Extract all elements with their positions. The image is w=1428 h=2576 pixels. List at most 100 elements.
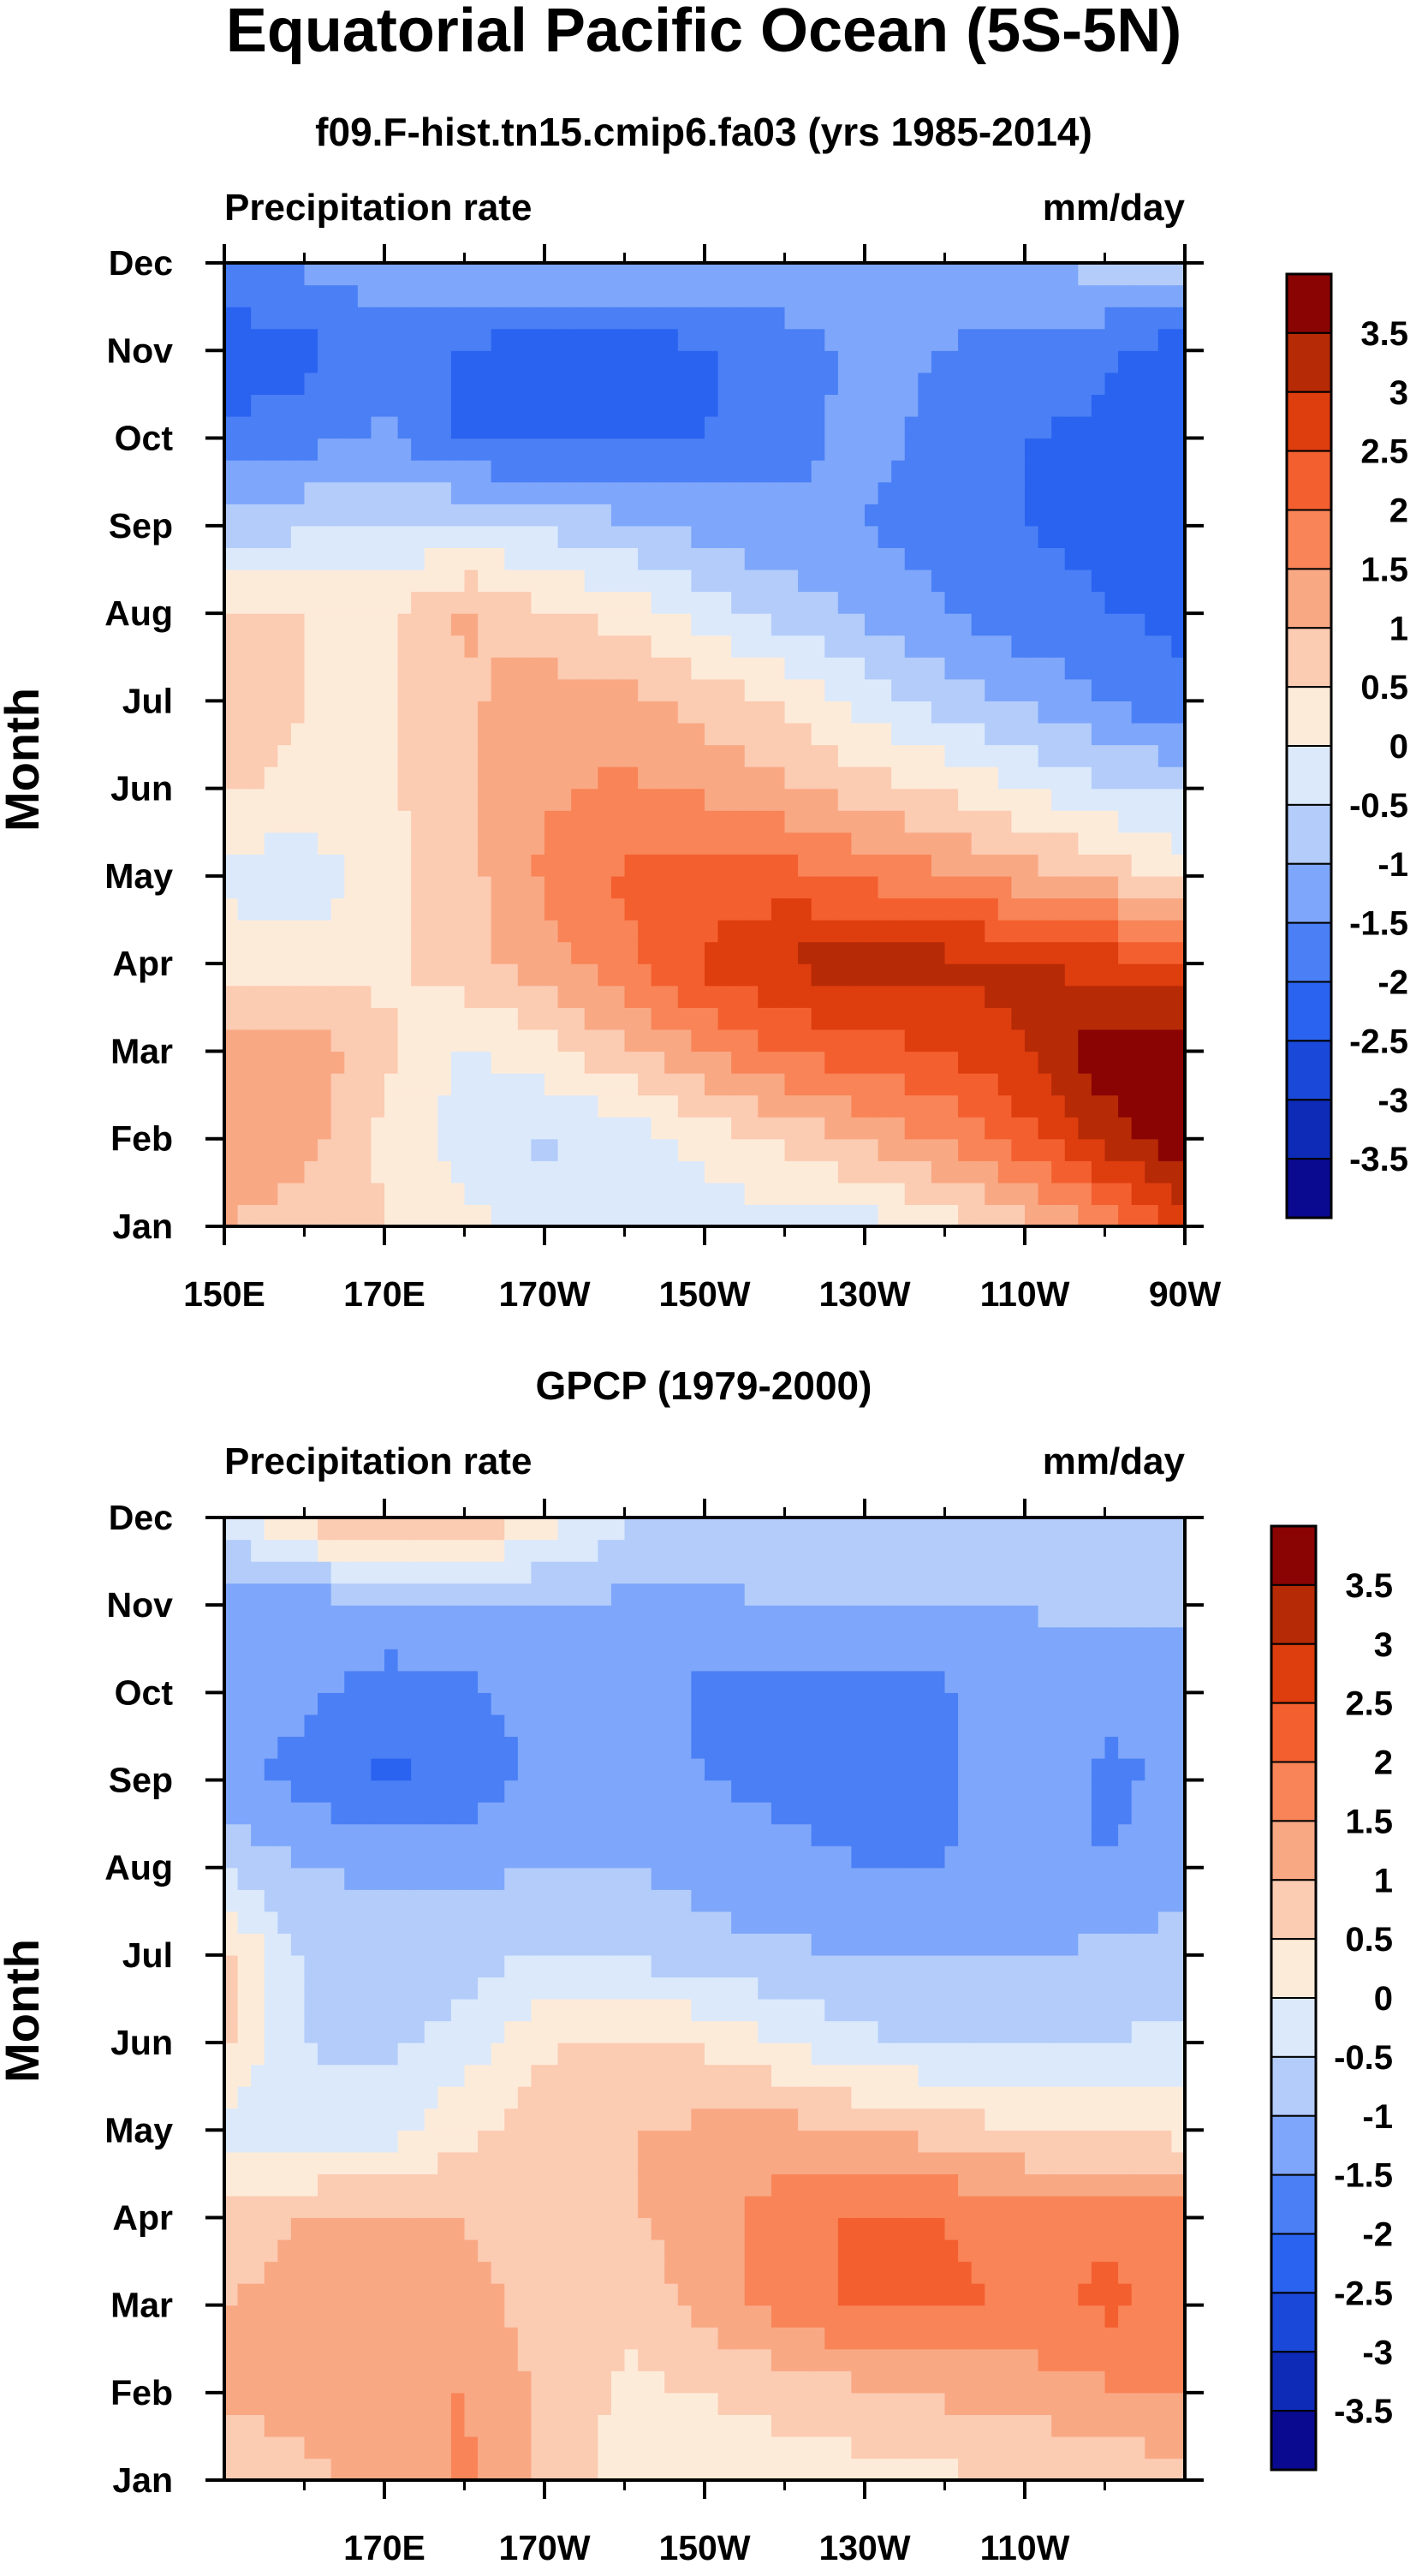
heat-cell bbox=[624, 810, 639, 833]
heat-cell bbox=[237, 1954, 252, 1978]
heat-cell bbox=[664, 963, 679, 987]
heat-cell bbox=[1064, 2327, 1079, 2350]
heat-cell bbox=[384, 263, 399, 286]
heat-cell bbox=[705, 438, 719, 461]
heat-cell bbox=[304, 613, 318, 636]
heat-cell bbox=[784, 284, 799, 307]
heat-cell bbox=[1038, 394, 1052, 417]
heat-cell bbox=[557, 394, 572, 417]
heat-cell bbox=[891, 854, 906, 877]
heat-cell bbox=[1025, 328, 1039, 351]
heat-cell bbox=[1104, 2348, 1119, 2371]
heat-cell bbox=[1038, 460, 1052, 483]
heat-cell bbox=[491, 897, 505, 921]
heat-cell bbox=[571, 2130, 586, 2153]
heat-cell bbox=[664, 2261, 679, 2284]
heat-cell bbox=[985, 2414, 999, 2437]
heat-cell bbox=[504, 766, 519, 790]
heat-cell bbox=[384, 941, 399, 964]
heat-cell bbox=[958, 1007, 973, 1030]
heat-cell bbox=[904, 854, 919, 877]
heat-cell bbox=[1064, 1007, 1079, 1030]
heat-cell bbox=[985, 1117, 999, 1140]
heat-cell bbox=[891, 985, 906, 1008]
heat-cell bbox=[717, 2327, 732, 2350]
heat-cell bbox=[277, 415, 292, 439]
heat-cell bbox=[251, 284, 265, 307]
heat-cell bbox=[224, 788, 239, 811]
heat-cell bbox=[264, 2130, 278, 2153]
heat-cell bbox=[638, 766, 652, 790]
heat-cell bbox=[517, 2305, 533, 2328]
heat-cell bbox=[1118, 438, 1133, 461]
heat-cell bbox=[798, 263, 812, 286]
heat-cell bbox=[824, 328, 839, 351]
heat-cell bbox=[318, 875, 332, 899]
heat-cell bbox=[1145, 2020, 1159, 2043]
heat-cell bbox=[891, 1954, 906, 1978]
heat-cell bbox=[971, 2086, 985, 2109]
heat-cell bbox=[651, 657, 665, 680]
heat-cell bbox=[651, 810, 665, 833]
heat-cell bbox=[971, 1160, 985, 1184]
heat-cell bbox=[304, 1094, 318, 1118]
heat-cell bbox=[371, 810, 385, 833]
heat-cell bbox=[237, 1204, 252, 1227]
heat-cell bbox=[624, 2020, 639, 2043]
heat-cell bbox=[424, 613, 438, 636]
heat-cell bbox=[584, 2042, 598, 2066]
heat-cell bbox=[1038, 2370, 1052, 2394]
heat-cell bbox=[478, 657, 492, 680]
heat-cell bbox=[424, 2042, 438, 2066]
panel2-title: GPCP (1979-2000) bbox=[536, 1363, 872, 1408]
heat-cell bbox=[705, 2305, 719, 2328]
heat-cell bbox=[677, 788, 693, 811]
heat-cell bbox=[705, 963, 719, 987]
heat-cell bbox=[290, 328, 306, 351]
heat-cell bbox=[1157, 832, 1173, 855]
heat-cell bbox=[1104, 1999, 1119, 2022]
heat-cell bbox=[610, 2392, 626, 2415]
heat-cell bbox=[504, 2327, 519, 2350]
heat-cell bbox=[677, 569, 693, 593]
heat-cell bbox=[517, 2392, 533, 2415]
heat-cell bbox=[1171, 460, 1186, 483]
heat-cell bbox=[571, 2414, 586, 2437]
heat-cell bbox=[918, 678, 932, 701]
heat-cell bbox=[557, 766, 572, 790]
heat-cell bbox=[424, 744, 438, 767]
heat-cell bbox=[1011, 2195, 1026, 2219]
heat-cell bbox=[344, 1160, 359, 1184]
heat-cell bbox=[504, 415, 519, 439]
heat-cell bbox=[985, 766, 999, 790]
heat-cell bbox=[1038, 2195, 1052, 2219]
heat-cell bbox=[878, 2348, 892, 2371]
heat-cell bbox=[517, 1117, 533, 1140]
heat-cell bbox=[744, 569, 759, 593]
heat-cell bbox=[224, 2086, 239, 2109]
heat-cell bbox=[891, 2436, 906, 2460]
heat-cell bbox=[758, 897, 772, 921]
heat-cell bbox=[277, 657, 292, 680]
heat-cell bbox=[357, 438, 372, 461]
heat-cell bbox=[638, 547, 652, 570]
heat-cell bbox=[571, 2174, 586, 2197]
heat-cell bbox=[837, 2151, 853, 2174]
heat-cell bbox=[944, 2195, 959, 2219]
heat-cell bbox=[318, 2042, 332, 2066]
heat-cell bbox=[384, 1977, 399, 2000]
heat-cell bbox=[971, 832, 985, 855]
heat-cell bbox=[624, 920, 639, 943]
heat-cell bbox=[997, 504, 1013, 527]
heat-cell bbox=[1157, 2283, 1173, 2306]
heat-cell bbox=[971, 350, 985, 373]
heat-cell bbox=[290, 2436, 306, 2460]
heat-cell bbox=[1051, 657, 1066, 680]
heat-cell bbox=[717, 2086, 732, 2109]
heat-cell bbox=[997, 2239, 1013, 2263]
heat-cell bbox=[691, 1182, 705, 1206]
heat-cell bbox=[344, 635, 359, 658]
heat-cell bbox=[330, 2020, 345, 2043]
heat-cell bbox=[330, 460, 345, 483]
heat-cell bbox=[1157, 1138, 1173, 1161]
